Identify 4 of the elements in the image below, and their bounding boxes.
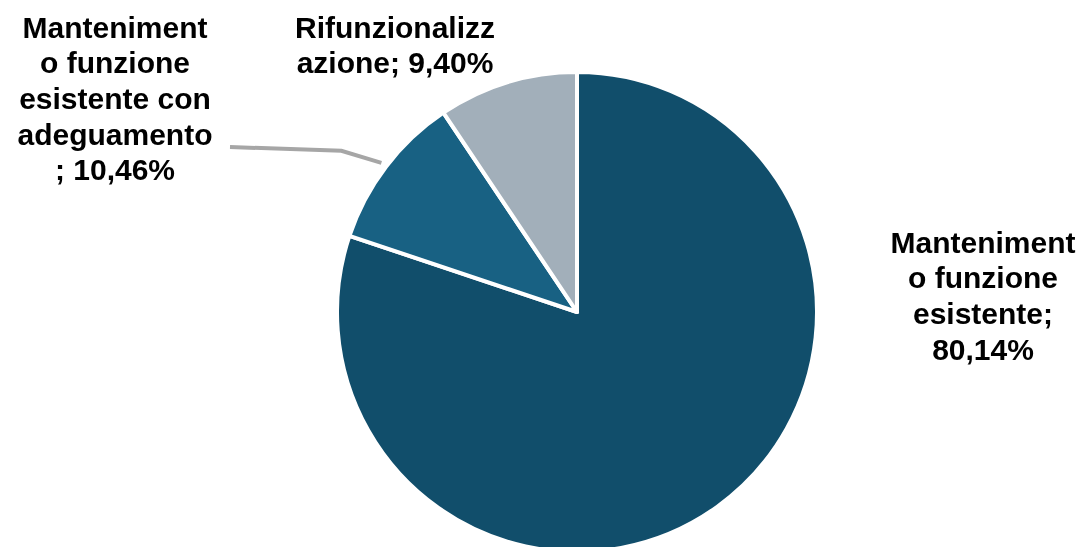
slice-label: Mantenimento funzione esistente con adeguamento	[17, 10, 213, 151]
slice-label: Mantenimento funzione esistente; 80,14%	[890, 225, 1076, 366]
data-label: ; 10,46%	[54, 153, 176, 187]
slice-label: Rifunzionalizzazione; 9,40%	[295, 10, 495, 80]
